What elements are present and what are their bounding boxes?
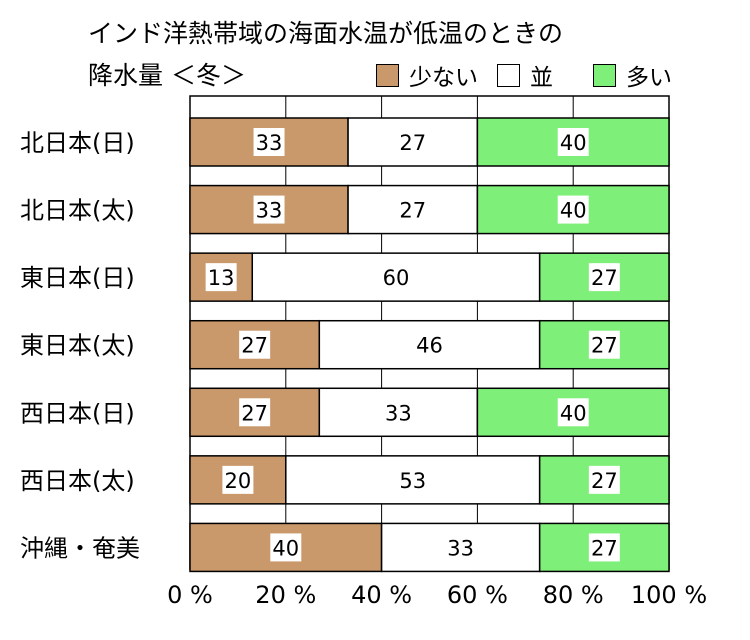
data-label: 33 xyxy=(385,401,412,425)
data-label-bg xyxy=(397,465,429,494)
data-label: 33 xyxy=(256,199,283,223)
data-label-bg xyxy=(382,398,414,427)
x-tick-label: 60 % xyxy=(447,581,508,609)
data-label: 27 xyxy=(591,536,618,560)
data-label: 40 xyxy=(560,199,587,223)
data-label-bg xyxy=(588,330,620,359)
data-label: 53 xyxy=(399,469,426,493)
bar-segment xyxy=(380,522,541,573)
data-label-bg xyxy=(445,533,477,562)
legend-label-normal: 並 xyxy=(530,65,553,91)
data-label: 27 xyxy=(241,334,268,358)
category-label: 沖縄・奄美 xyxy=(20,534,140,562)
legend-item-normal: 並 xyxy=(497,58,553,92)
x-tick-label: 80 % xyxy=(543,581,604,609)
x-tick-label: 100 % xyxy=(631,581,707,609)
data-label: 33 xyxy=(447,536,474,560)
category-label: 東日本(日) xyxy=(20,264,135,292)
data-label-bg xyxy=(557,128,589,156)
data-label: 60 xyxy=(383,266,410,290)
data-label-bg xyxy=(222,465,254,494)
data-label: 27 xyxy=(591,469,618,493)
data-label: 27 xyxy=(591,334,618,358)
data-label-bg xyxy=(205,263,237,292)
data-label: 27 xyxy=(399,131,426,155)
data-label-bg xyxy=(588,533,620,562)
data-label-bg xyxy=(239,330,271,359)
legend-swatch-normal xyxy=(497,63,520,87)
x-tick-label: 0 % xyxy=(167,581,213,609)
data-label-bg xyxy=(557,398,589,427)
data-label: 13 xyxy=(208,266,235,290)
data-label-bg xyxy=(414,330,445,359)
data-label: 40 xyxy=(560,401,587,425)
data-label-bg xyxy=(253,195,285,224)
bar-segment xyxy=(476,387,670,438)
legend-item-many: 多い xyxy=(593,58,672,92)
data-label: 33 xyxy=(256,131,283,155)
legend-item-few: 少ない xyxy=(376,58,478,92)
x-tick-label: 20 % xyxy=(255,581,316,609)
data-label: 20 xyxy=(225,469,252,493)
data-label: 27 xyxy=(591,266,618,290)
data-label-bg xyxy=(588,465,620,494)
data-label: 40 xyxy=(272,536,299,560)
data-label-bg xyxy=(270,533,302,562)
data-label: 46 xyxy=(416,334,443,358)
data-label-bg xyxy=(557,195,589,224)
data-label: 27 xyxy=(241,401,268,425)
chart-subtitle: 降水量 ＜冬＞ xyxy=(88,61,246,90)
category-label: 北日本(日) xyxy=(20,129,135,157)
category-label: 東日本(太) xyxy=(20,332,135,360)
data-label-bg xyxy=(397,195,429,224)
data-label-bg xyxy=(588,263,620,292)
chart-title: インド洋熱帯域の海面水温が低温のときの xyxy=(88,19,564,48)
bar-segment xyxy=(538,455,670,505)
x-tick-label: 40 % xyxy=(351,581,412,609)
legend-label-few: 少ない xyxy=(409,65,478,91)
legend-swatch-few xyxy=(376,63,399,87)
data-label-bg xyxy=(380,263,412,292)
legend-swatch-many xyxy=(593,63,616,87)
data-label-bg xyxy=(239,398,271,427)
legend-label-many: 多い xyxy=(626,65,672,91)
category-label: 西日本(太) xyxy=(20,467,135,495)
category-label: 北日本(太) xyxy=(20,197,135,225)
data-label-bg xyxy=(253,128,285,156)
data-label-bg xyxy=(397,128,429,156)
data-label: 40 xyxy=(560,131,587,155)
data-label: 27 xyxy=(399,199,426,223)
category-label: 西日本(日) xyxy=(20,399,135,427)
